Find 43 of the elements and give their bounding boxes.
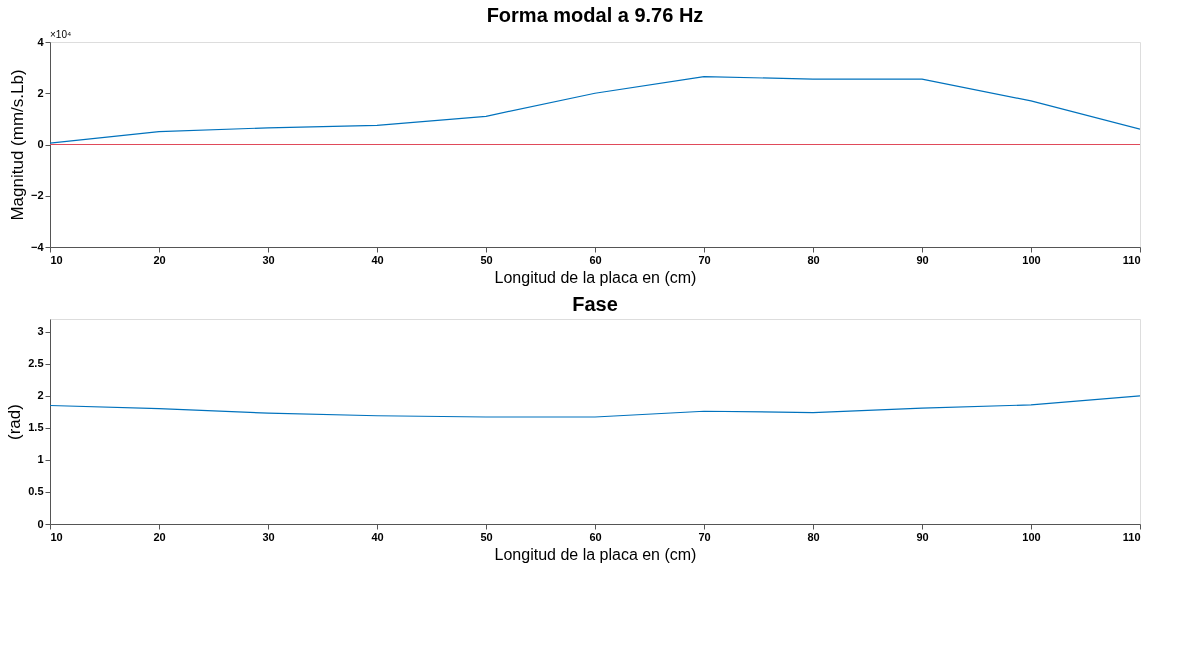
y-tick-label: 1.5 [28, 421, 44, 434]
chart-title: Forma modal a 9.76 Hz [486, 4, 704, 26]
x-tick-label: 40 [371, 253, 384, 266]
y-tick-label: 3 [37, 325, 44, 338]
y-tick-label: 4 [37, 35, 45, 48]
line-series [50, 395, 1140, 418]
x-tick-label: 20 [153, 530, 166, 543]
line-series [50, 75, 1140, 144]
x-tick-label: 100 [1022, 530, 1041, 543]
x-tick-label: 110 [1122, 253, 1141, 266]
y-tick-label: −4 [30, 240, 45, 253]
x-tick-label: 10 [50, 253, 63, 266]
y-axis-title: (rad) [5, 404, 25, 440]
y-tick-label: 2 [37, 86, 44, 99]
x-tick-label: 90 [916, 530, 929, 543]
x-tick-label: 60 [589, 253, 602, 266]
x-tick-label: 10 [50, 530, 63, 543]
x-tick-label: 80 [807, 530, 820, 543]
y-tick-label: 0 [37, 517, 44, 530]
y-tick-label: −2 [30, 189, 44, 202]
y-tick-label: 1 [37, 453, 44, 466]
chart-title: Fase [572, 293, 618, 315]
x-tick-label: 70 [698, 253, 711, 266]
x-tick-label: 70 [698, 530, 711, 543]
x-axis-title: Longitud de la placa en (cm) [494, 268, 697, 286]
text: ×10⁴ [50, 29, 72, 40]
y-tick-label: 0 [37, 138, 44, 150]
y-tick-label: 0.5 [28, 485, 44, 498]
y-tick-label: 2 [37, 389, 44, 402]
x-axis-title: Longitud de la placa en (cm) [494, 545, 697, 563]
y-tick-label: 2.5 [28, 357, 44, 370]
x-tick-label: 50 [480, 253, 493, 266]
x-tick-label: 50 [480, 530, 493, 543]
x-tick-label: 100 [1022, 253, 1041, 266]
x-tick-label: 20 [153, 253, 166, 266]
x-tick-label: 30 [262, 253, 275, 266]
x-tick-label: 30 [262, 530, 275, 543]
x-tick-label: 110 [1122, 530, 1141, 543]
x-tick-label: 40 [371, 530, 384, 543]
x-tick-label: 90 [916, 253, 929, 266]
y-axis-title: Magnitud (mm/s.Lb) [7, 69, 27, 221]
x-tick-label: 80 [807, 253, 820, 266]
x-tick-label: 60 [589, 530, 602, 543]
